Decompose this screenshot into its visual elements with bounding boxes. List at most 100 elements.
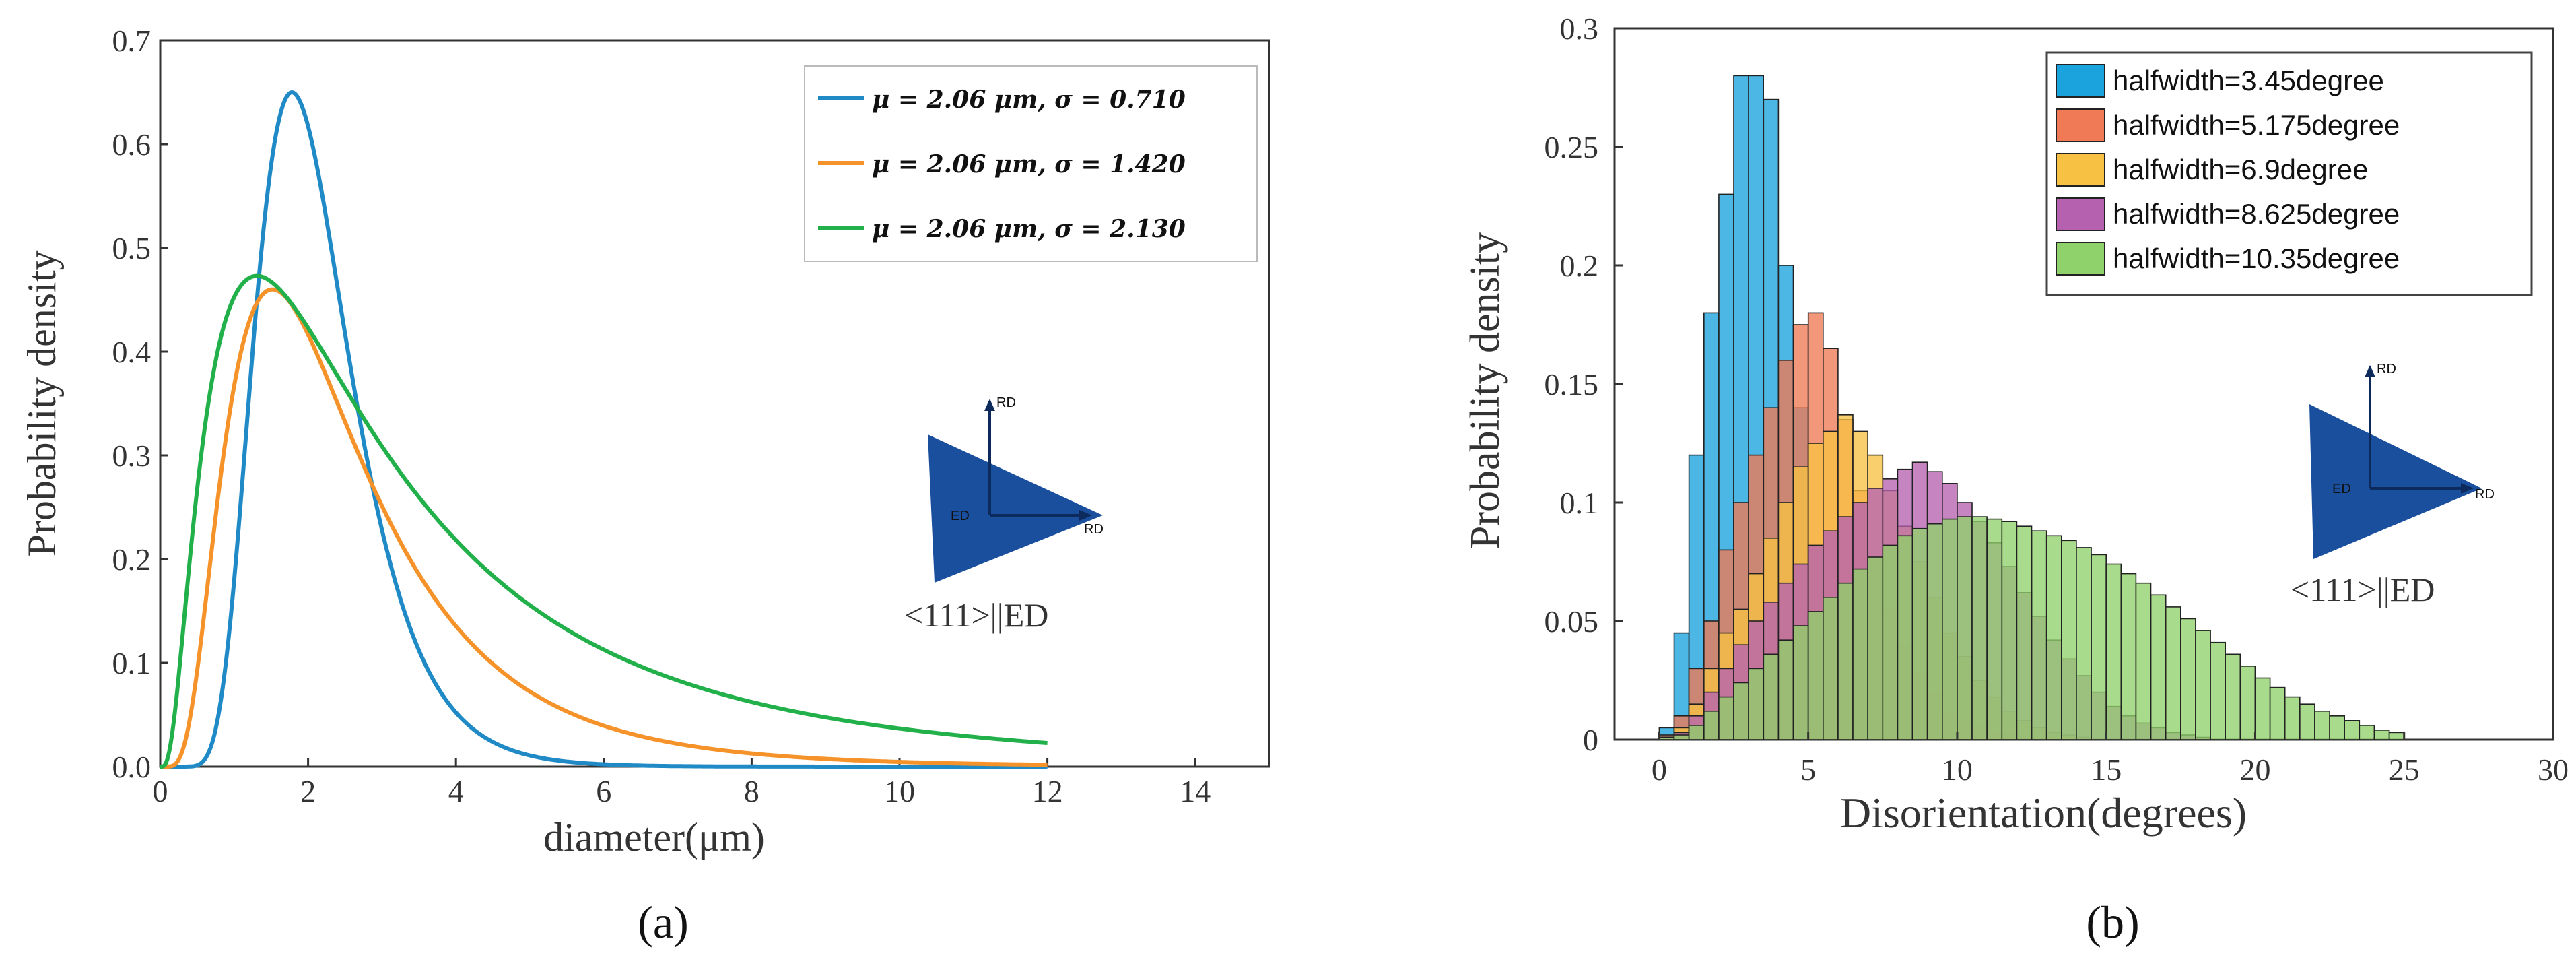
inset-triangle-b [2309, 404, 2482, 559]
x-tick-label-a: 0 [153, 774, 168, 808]
x-axis-label-a: diameter(μm) [543, 815, 765, 860]
bar-series-5 [2135, 582, 2152, 740]
y-tick-label-a: 0.3 [112, 439, 151, 473]
bar-series-5 [1867, 556, 1884, 740]
bar-series-5 [1807, 611, 1824, 740]
bar-series-5 [1673, 734, 1690, 740]
inset-arrow-up-b [2365, 365, 2375, 377]
bar-series-5 [2284, 696, 2301, 740]
x-tick-label-b: 0 [1652, 752, 1667, 787]
bar-series-5 [2225, 653, 2241, 740]
inset-label-center-b: ED [2332, 482, 2351, 496]
y-tick-label-b: 0.1 [1560, 486, 1599, 520]
bar-series-5 [1882, 544, 1899, 740]
legend-label-a-2: μ = 2.06 μm, σ = 1.420 [872, 150, 1186, 179]
legend-label-b-5: halfwidth=10.35degree [2113, 243, 2400, 274]
bar-series-5 [2373, 730, 2390, 740]
bar-series-5 [2061, 540, 2077, 740]
bar-series-5 [1658, 736, 1675, 740]
inset-label-center-a: ED [951, 509, 970, 523]
x-tick-label-b: 15 [2091, 752, 2122, 787]
y-tick-label-b: 0.3 [1560, 11, 1599, 46]
y-tick-label-a: 0.7 [112, 24, 151, 58]
inset-arrow-up-a [984, 399, 995, 411]
legend-label-b-2: halfwidth=5.175degree [2113, 109, 2400, 141]
x-tick-label-a: 12 [1032, 774, 1063, 808]
y-tick-label-a: 0.4 [112, 335, 151, 369]
bar-series-5 [1837, 582, 1854, 740]
x-tick-label-a: 8 [744, 774, 759, 808]
legend-label-b-4: halfwidth=8.625degree [2113, 198, 2400, 230]
legend-swatch-b-1 [2056, 64, 2105, 98]
bar-series-5 [2195, 630, 2211, 740]
x-tick-label-b: 10 [1942, 752, 1973, 787]
bar-series-5 [2210, 641, 2227, 740]
y-tick-label-b: 0 [1583, 723, 1598, 757]
bar-series-5 [2150, 594, 2167, 740]
inset-label-right-b: RD [2475, 487, 2495, 502]
y-tick-label-b: 0.25 [1545, 130, 1599, 164]
bar-series-5 [1986, 518, 2003, 740]
bar-series-5 [1763, 653, 1780, 740]
legend-label-a-1: μ = 2.06 μm, σ = 0.710 [872, 86, 1186, 114]
y-tick-label-b: 0.05 [1545, 604, 1599, 639]
y-tick-label-a: 0.2 [112, 542, 151, 577]
bar-series-5 [2165, 606, 2181, 740]
inset-label-top-a: RD [996, 395, 1016, 410]
x-tick-label-a: 6 [596, 774, 611, 808]
bar-series-5 [2344, 720, 2361, 740]
bar-series-5 [2105, 563, 2122, 740]
bar-series-5 [1718, 696, 1734, 740]
bar-series-5 [2016, 525, 2033, 740]
inset-label-right-a: RD [1084, 522, 1104, 537]
inset-arrow-right-b [2461, 483, 2474, 494]
bar-series-5 [2239, 666, 2256, 740]
legend-swatch-b-3 [2056, 153, 2105, 187]
bar-series-5 [2076, 547, 2092, 740]
bar-series-5 [2180, 618, 2196, 740]
inset-label-top-b: RD [2377, 362, 2396, 377]
bar-series-5 [1823, 596, 1839, 740]
bar-series-5 [2045, 535, 2062, 740]
bar-series-5 [1688, 725, 1705, 740]
bar-series-5 [2314, 711, 2330, 740]
curve-series-3 [160, 273, 1048, 769]
x-tick-label-b: 30 [2538, 752, 2569, 787]
bar-series-5 [1942, 518, 1958, 740]
bar-series-5 [2329, 715, 2346, 740]
x-tick-label-a: 2 [300, 774, 316, 808]
y-axis-label-a: Probability density [20, 251, 64, 557]
y-tick-label-a: 0.6 [112, 127, 151, 162]
legend-label-b-3: halfwidth=6.9degree [2113, 154, 2368, 185]
legend-label-b-1: halfwidth=3.45degree [2113, 65, 2384, 96]
legend-label-a-3: μ = 2.06 μm, σ = 2.130 [872, 215, 1186, 243]
panel-b: 0 5 10 15 20 25 30 0 0.05 0.1 0.15 0.2 0.25 0.3 Disori… [1462, 11, 2569, 837]
bar-series-5 [2269, 686, 2286, 740]
bar-series-5 [1703, 711, 1720, 740]
caption-a: (a) [638, 897, 688, 948]
bar-series-5 [2254, 677, 2271, 740]
x-tick-label-b: 5 [1800, 752, 1816, 787]
y-axis-label-b: Probability density [1462, 232, 1508, 549]
bar-series-5 [1897, 535, 1913, 740]
y-tick-label-a: 0.5 [112, 231, 151, 265]
legend-swatch-b-5 [2056, 242, 2105, 276]
y-tick-label-a: 0.0 [112, 750, 151, 784]
y-tick-label-b: 0.2 [1560, 249, 1599, 283]
bar-series-5 [2091, 554, 2107, 740]
bar-series-5 [1748, 668, 1765, 740]
x-tick-label-b: 20 [2239, 752, 2270, 787]
bar-series-5 [2120, 573, 2137, 740]
bar-series-5 [1852, 568, 1868, 740]
x-axis-label-b: Disorientation(degrees) [1840, 789, 2247, 837]
bar-series-5 [1926, 523, 1943, 740]
bar-series-5 [1792, 625, 1809, 740]
panel-a: 0 2 4 6 8 10 12 14 0.0 0.1 0.2 0.3 0.4 0.5 0.6 0.7 diame… [20, 24, 1270, 860]
x-tick-label-b: 25 [2389, 752, 2420, 787]
x-tick-label-a: 14 [1180, 774, 1211, 808]
bar-series-5 [1733, 682, 1749, 740]
legend-a [804, 65, 1258, 262]
legend-swatch-b-4 [2056, 197, 2105, 231]
bar-series-5 [1911, 527, 1928, 740]
